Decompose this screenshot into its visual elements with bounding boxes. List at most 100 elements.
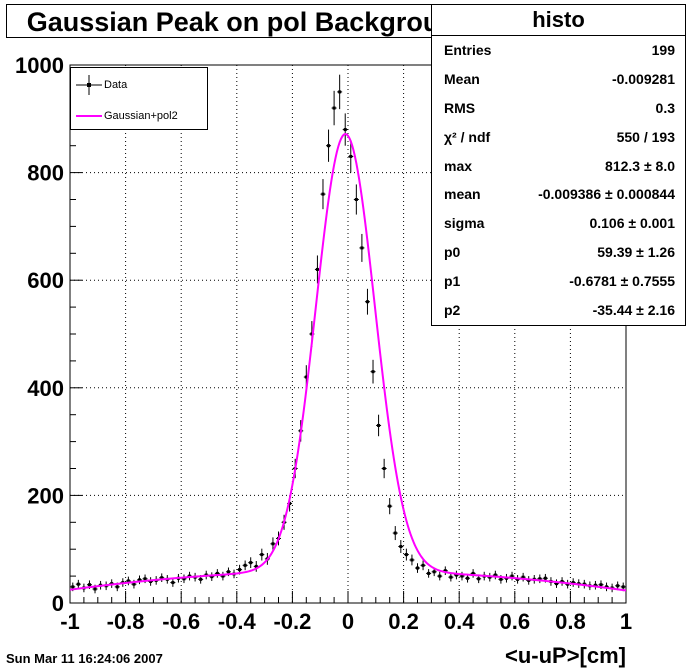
data-point xyxy=(364,288,370,315)
data-point xyxy=(376,414,382,437)
data-point xyxy=(409,554,415,566)
data-point xyxy=(448,572,454,582)
point-marker xyxy=(449,575,453,579)
point-marker xyxy=(321,192,325,196)
x-tick-label: 0.4 xyxy=(444,609,475,634)
x-tick-label: -0.6 xyxy=(162,609,200,634)
y-tick-label: 400 xyxy=(27,376,64,401)
point-marker xyxy=(377,423,381,427)
point-marker xyxy=(388,504,392,508)
stats-row: Mean -0.009281 xyxy=(432,65,685,94)
point-marker xyxy=(621,585,625,589)
point-marker xyxy=(410,558,414,562)
stats-row: max 812.3 ± 8.0 xyxy=(432,151,685,180)
point-marker xyxy=(338,90,342,94)
point-marker xyxy=(254,564,258,568)
timestamp: Sun Mar 11 16:24:06 2007 xyxy=(6,651,163,666)
data-point xyxy=(248,557,254,569)
point-marker xyxy=(443,569,447,573)
stats-row-value: -0.6781 ± 0.7555 xyxy=(569,272,675,289)
point-marker xyxy=(238,568,242,572)
point-marker xyxy=(149,579,153,583)
data-point xyxy=(75,579,81,589)
point-marker xyxy=(115,585,119,589)
stats-row: Entries 199 xyxy=(432,36,685,65)
point-marker xyxy=(616,584,620,588)
legend-item-fit: Gaussian+pol2 xyxy=(71,99,207,130)
point-marker xyxy=(471,571,475,575)
stats-row-label: mean xyxy=(444,186,481,203)
point-marker xyxy=(171,581,175,585)
y-tick-label: 0 xyxy=(52,591,64,616)
point-marker xyxy=(371,370,375,374)
legend-item-data: Data xyxy=(71,68,207,99)
y-tick-label: 1000 xyxy=(15,53,64,78)
stats-row-value: 199 xyxy=(651,42,675,59)
point-marker xyxy=(160,576,164,580)
stats-row-label: χ² / ndf xyxy=(444,128,491,145)
x-tick-label: 0.6 xyxy=(500,609,531,634)
data-point xyxy=(509,571,515,581)
point-marker xyxy=(215,571,219,575)
x-tick-label: -0.8 xyxy=(107,609,145,634)
stats-row-value: -0.009281 xyxy=(611,71,675,88)
legend-label-data: Data xyxy=(104,79,128,91)
y-tick-label: 200 xyxy=(27,483,64,508)
point-marker xyxy=(349,154,353,158)
fit-line-icon xyxy=(76,115,102,117)
x-tick-label: 1 xyxy=(620,609,632,634)
point-marker xyxy=(271,542,275,546)
point-marker xyxy=(327,144,331,148)
point-marker xyxy=(555,582,558,586)
data-point xyxy=(326,129,332,162)
point-marker xyxy=(365,300,369,304)
data-point xyxy=(554,579,559,588)
point-marker xyxy=(249,561,253,565)
data-point xyxy=(392,526,398,541)
data-point xyxy=(181,574,187,584)
point-marker xyxy=(521,575,525,579)
point-marker xyxy=(354,198,358,201)
point-marker xyxy=(332,106,336,110)
data-point xyxy=(403,548,409,561)
y-tick-label: 800 xyxy=(27,161,64,186)
data-point xyxy=(125,576,131,586)
stats-row-label: sigma xyxy=(444,215,485,232)
point-marker xyxy=(132,582,136,586)
stats-row-label: p1 xyxy=(444,272,461,289)
data-point xyxy=(220,571,226,581)
stats-row-label: p0 xyxy=(444,243,461,260)
legend-label-fit: Gaussian+pol2 xyxy=(104,110,178,122)
point-marker xyxy=(243,563,247,567)
point-marker xyxy=(260,553,264,557)
point-marker xyxy=(438,574,442,578)
point-marker xyxy=(416,566,419,570)
data-point xyxy=(537,574,543,584)
legend: Data Gaussian+pol2 xyxy=(70,67,208,130)
data-point xyxy=(159,573,165,583)
stats-box: histo Entries 199 Mean -0.009281 RMS 0.3 χ² / … xyxy=(431,4,686,326)
point-marker xyxy=(599,583,603,587)
data-point xyxy=(592,580,598,590)
stats-row-label: Entries xyxy=(444,42,492,59)
stats-row-label: RMS xyxy=(444,99,476,116)
stats-row-value: -35.44 ± 2.16 xyxy=(592,301,675,318)
stats-row-value: 812.3 ± 8.0 xyxy=(605,157,675,174)
point-marker xyxy=(466,576,470,580)
stats-row: p0 59.39 ± 1.26 xyxy=(432,238,685,267)
data-point xyxy=(453,570,459,580)
point-marker xyxy=(538,577,542,581)
x-tick-label: 0.2 xyxy=(388,609,419,634)
axis-ticks xyxy=(69,64,627,604)
point-marker xyxy=(477,577,481,581)
data-point xyxy=(415,563,420,573)
stats-row-value: 0.106 ± 0.001 xyxy=(589,215,675,232)
data-point xyxy=(337,74,343,110)
data-point xyxy=(342,113,348,146)
point-marker xyxy=(71,585,75,589)
point-marker xyxy=(543,576,547,580)
x-tick-label: -1 xyxy=(60,609,80,634)
point-marker xyxy=(527,578,531,582)
point-marker xyxy=(593,583,597,587)
data-point xyxy=(320,179,326,210)
